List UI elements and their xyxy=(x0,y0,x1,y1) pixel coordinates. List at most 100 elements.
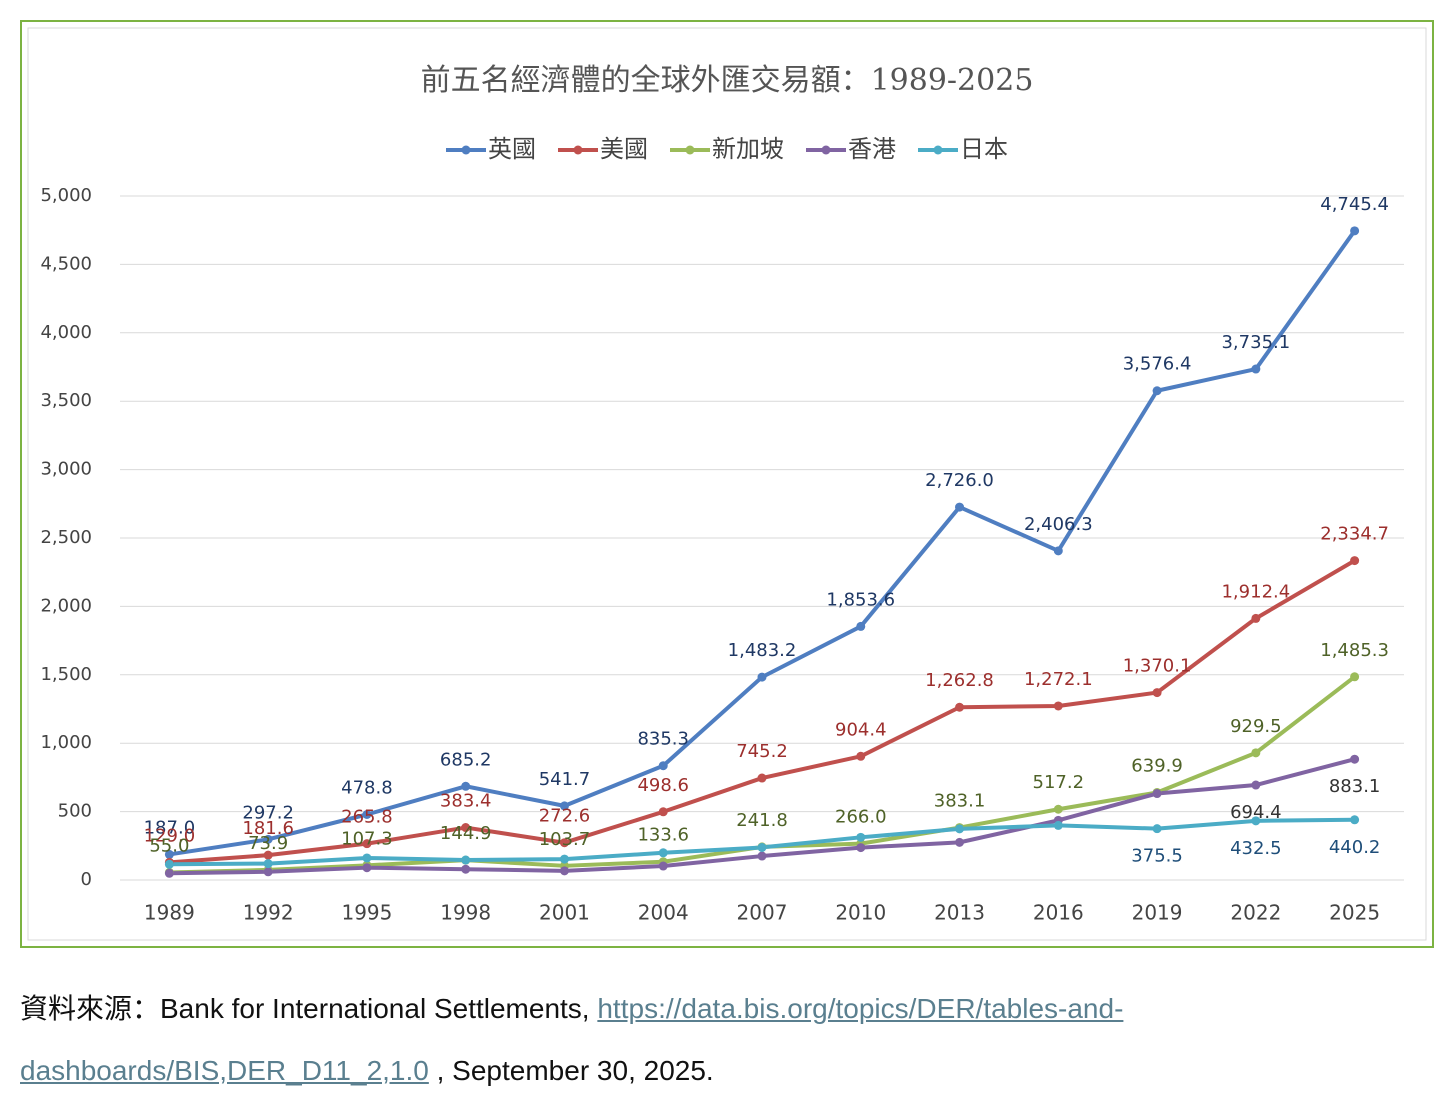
data-label: 541.7 xyxy=(539,769,591,790)
chart: 前五名經濟體的全球外匯交易額：1989-2025 0 500 1,000 1,500 2… xyxy=(20,20,1434,948)
data-point xyxy=(856,843,866,853)
data-point xyxy=(559,866,569,876)
x-tick-label: 2022 xyxy=(1230,901,1281,925)
x-tick-label: 2025 xyxy=(1329,901,1380,925)
data-point xyxy=(164,868,174,878)
source-text: 資料來源：Bank for International Settlements, xyxy=(20,993,598,1024)
data-label: 103.7 xyxy=(539,829,591,850)
data-point xyxy=(955,502,965,512)
data-label: 266.0 xyxy=(835,807,887,828)
data-label: 265.8 xyxy=(341,807,393,828)
data-point xyxy=(658,761,668,771)
data-point xyxy=(559,838,569,848)
source-date: , September 30, 2025. xyxy=(428,1055,714,1086)
y-tick-label: 3,500 xyxy=(40,390,92,411)
data-point xyxy=(955,837,965,847)
data-point xyxy=(1251,816,1261,826)
data-point xyxy=(559,801,569,811)
data-point xyxy=(461,823,471,833)
data-label: 144.9 xyxy=(440,823,492,844)
data-point xyxy=(1053,820,1063,830)
data-label: 2,334.7 xyxy=(1320,524,1389,545)
data-point xyxy=(461,864,471,874)
data-point xyxy=(955,702,965,712)
data-point xyxy=(1350,556,1360,566)
data-point xyxy=(1350,672,1360,682)
data-label: 478.8 xyxy=(341,778,393,799)
legend-marker xyxy=(573,145,583,155)
legend-label: 新加坡 xyxy=(712,135,784,163)
data-point xyxy=(1152,789,1162,799)
data-label: 745.2 xyxy=(736,741,788,762)
data-label: 1,262.8 xyxy=(925,670,994,691)
data-point xyxy=(461,781,471,791)
data-point xyxy=(757,773,767,783)
data-point xyxy=(263,859,273,869)
y-tick-label: 2,500 xyxy=(40,527,92,548)
y-tick-label: 4,000 xyxy=(40,322,92,343)
data-label: 685.2 xyxy=(440,749,492,770)
data-point xyxy=(559,854,569,864)
x-tick-label: 2010 xyxy=(835,901,886,925)
legend-label: 日本 xyxy=(960,135,1008,163)
y-tick-label: 0 xyxy=(81,869,92,890)
legend-marker xyxy=(933,145,943,155)
legend-marker xyxy=(821,145,831,155)
legend-label: 英國 xyxy=(488,135,536,163)
data-point xyxy=(757,851,767,861)
data-label: 383.4 xyxy=(440,791,492,812)
data-label: 2,726.0 xyxy=(925,470,994,491)
data-point xyxy=(461,855,471,865)
data-label: 133.6 xyxy=(637,825,689,846)
data-label: 517.2 xyxy=(1033,772,1085,793)
legend-label: 美國 xyxy=(600,135,648,163)
data-point xyxy=(757,842,767,852)
data-label: 3,576.4 xyxy=(1123,354,1192,375)
x-tick-label: 1998 xyxy=(440,901,491,925)
data-label: 1,370.1 xyxy=(1123,656,1192,677)
x-tick-label: 1992 xyxy=(243,901,294,925)
data-point xyxy=(658,848,668,858)
y-tick-label: 3,000 xyxy=(40,459,92,480)
data-point xyxy=(1251,613,1261,623)
data-label: 297.2 xyxy=(242,802,294,823)
data-point xyxy=(757,672,767,682)
legend-marker xyxy=(685,145,695,155)
data-point xyxy=(955,824,965,834)
data-point xyxy=(164,859,174,869)
x-tick-label: 1995 xyxy=(341,901,392,925)
legend-marker xyxy=(461,145,471,155)
x-tick-label: 2013 xyxy=(934,901,985,925)
data-label: 4,745.4 xyxy=(1320,194,1389,215)
data-label: 2,406.3 xyxy=(1024,514,1093,535)
data-point xyxy=(263,867,273,877)
data-point xyxy=(856,621,866,631)
data-point xyxy=(1251,748,1261,758)
y-tick-label: 4,500 xyxy=(40,253,92,274)
data-label: 107.3 xyxy=(341,828,393,849)
x-tick-label: 2001 xyxy=(539,901,590,925)
source-link[interactable]: https://data.bis.org/topics/DER/tables-a… xyxy=(20,993,1124,1086)
plot-frame xyxy=(27,27,1427,941)
data-point xyxy=(658,807,668,817)
x-tick-label: 2007 xyxy=(737,901,788,925)
data-point xyxy=(263,834,273,844)
data-label: 1,272.1 xyxy=(1024,669,1093,690)
data-point xyxy=(1152,386,1162,396)
data-point xyxy=(164,849,174,859)
data-label: 272.6 xyxy=(539,806,591,827)
data-label: 1,483.2 xyxy=(728,640,797,661)
data-label: 929.5 xyxy=(1230,716,1282,737)
data-label: 883.1 xyxy=(1329,776,1381,797)
data-point xyxy=(1350,754,1360,764)
data-label: 383.1 xyxy=(934,791,986,812)
data-point xyxy=(1350,226,1360,236)
chart-frame xyxy=(20,20,1434,948)
data-point xyxy=(1251,364,1261,374)
data-label: 1,485.3 xyxy=(1320,640,1389,661)
x-tick-label: 2019 xyxy=(1132,901,1183,925)
data-label: 904.4 xyxy=(835,719,887,740)
y-tick-label: 1,000 xyxy=(40,732,92,753)
data-point xyxy=(1152,688,1162,698)
data-label: 498.6 xyxy=(637,775,689,796)
